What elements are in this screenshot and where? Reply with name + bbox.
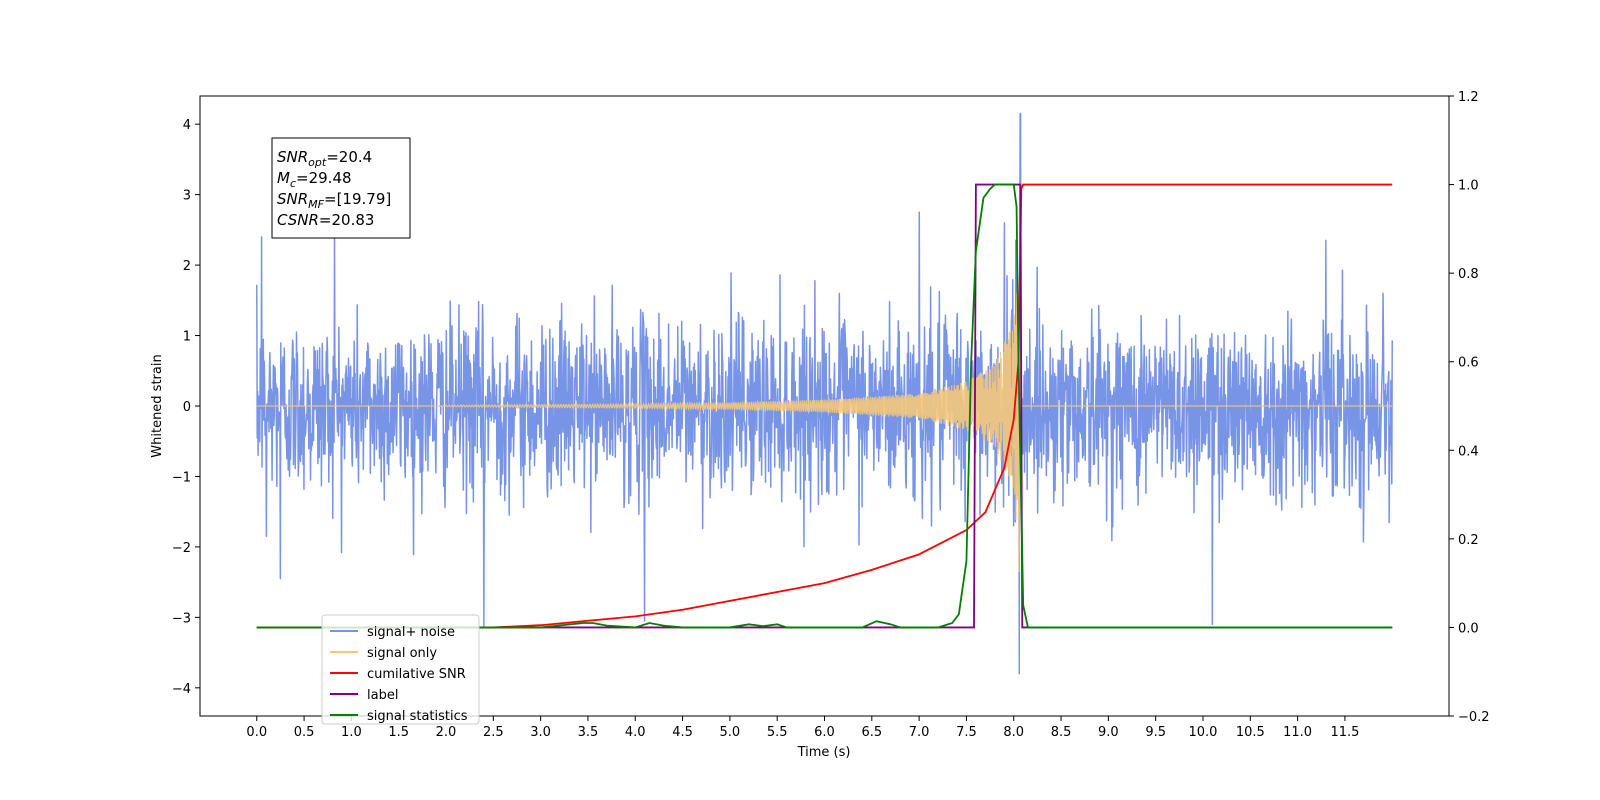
legend-label: label — [367, 688, 398, 703]
x-tick-label: 8.5 — [1051, 725, 1072, 740]
x-tick-label: 6.5 — [861, 725, 882, 740]
x-tick-label: 0.0 — [246, 725, 267, 740]
x-tick-label: 4.0 — [625, 725, 646, 740]
legend-label: signal statistics — [367, 709, 468, 724]
y-tick-label: −1 — [172, 470, 191, 485]
y2-tick-label: 0.0 — [1458, 621, 1479, 636]
y2-tick-label: 0.2 — [1458, 533, 1479, 548]
y2-tick-label: 0.4 — [1458, 444, 1479, 459]
y-tick-label: 2 — [183, 259, 191, 274]
y2-tick-label: 0.8 — [1458, 267, 1479, 282]
x-tick-label: 8.0 — [1003, 725, 1024, 740]
legend-label: signal only — [367, 646, 437, 661]
plot-area — [199, 95, 1450, 717]
y2-tick-label: 1.2 — [1458, 90, 1479, 105]
x-tick-label: 3.0 — [530, 725, 551, 740]
x-tick-label: 6.0 — [814, 725, 835, 740]
x-axis-title: Time (s) — [797, 745, 851, 760]
y-tick-label: 3 — [183, 189, 191, 204]
x-tick-label: 11.0 — [1283, 725, 1312, 740]
x-tick-label: 4.5 — [672, 725, 693, 740]
x-tick-label: 0.5 — [294, 725, 315, 740]
y2-tick-label: 0.6 — [1458, 356, 1479, 371]
x-axis-ticks: 0.0 0.5 1.0 1.5 2.0 2.5 3.0 3.5 4.0 4.5 5.0 5.5 6.0 6… — [246, 716, 1359, 740]
series-signal-only — [256, 193, 1393, 573]
snr-info-box: SNRopt=20.4Mc=29.48SNRMF=[19.79]CSNR=20.… — [271, 137, 411, 239]
x-tick-label: 5.0 — [720, 725, 741, 740]
series-signal-statistics — [256, 183, 1393, 629]
x-tick-label: 3.5 — [578, 725, 599, 740]
y-tick-label: 1 — [183, 330, 191, 345]
x-tick-label: 7.5 — [956, 725, 977, 740]
series-signal-noise — [256, 112, 1393, 675]
info-line: Mc=29.48 — [277, 169, 352, 190]
x-tick-label: 5.5 — [767, 725, 788, 740]
x-tick-label: 1.5 — [388, 725, 409, 740]
x-tick-label: 10.0 — [1189, 725, 1218, 740]
series-layer — [256, 112, 1393, 675]
y-tick-label: 0 — [183, 400, 191, 415]
y-axis-right-ticks: 1.2 1.0 0.8 0.6 0.4 0.2 0.0 −0.2 — [1449, 90, 1490, 725]
x-tick-label: 9.0 — [1098, 725, 1119, 740]
legend-frame — [321, 614, 480, 725]
info-box-frame — [271, 137, 411, 239]
legend-label: cumilative SNR — [367, 667, 466, 682]
y-tick-label: −2 — [172, 541, 191, 556]
x-tick-label: 10.5 — [1236, 725, 1265, 740]
x-tick-label: 2.5 — [483, 725, 504, 740]
legend: signal+ noise signal only cumilative SNR la… — [321, 614, 480, 725]
y-tick-label: −3 — [172, 611, 191, 626]
info-line: CSNR=20.83 — [277, 211, 374, 229]
y-axis-title: Whitened strain — [150, 354, 165, 457]
info-line: SNRMF=[19.79] — [277, 190, 391, 211]
y2-tick-label: −0.2 — [1458, 710, 1490, 725]
y-tick-label: 4 — [183, 118, 191, 133]
x-tick-label: 11.5 — [1330, 725, 1359, 740]
y2-tick-label: 1.0 — [1458, 179, 1479, 194]
y-tick-label: −4 — [172, 682, 191, 697]
legend-label: signal+ noise — [367, 625, 455, 640]
y-axis-left-ticks: 4 3 2 1 0 −1 −2 −3 −4 — [172, 118, 200, 697]
x-tick-label: 1.0 — [341, 725, 362, 740]
x-tick-label: 9.5 — [1145, 725, 1166, 740]
x-tick-label: 7.0 — [909, 725, 930, 740]
info-line: SNRopt=20.4 — [277, 148, 372, 169]
x-tick-label: 2.0 — [436, 725, 457, 740]
